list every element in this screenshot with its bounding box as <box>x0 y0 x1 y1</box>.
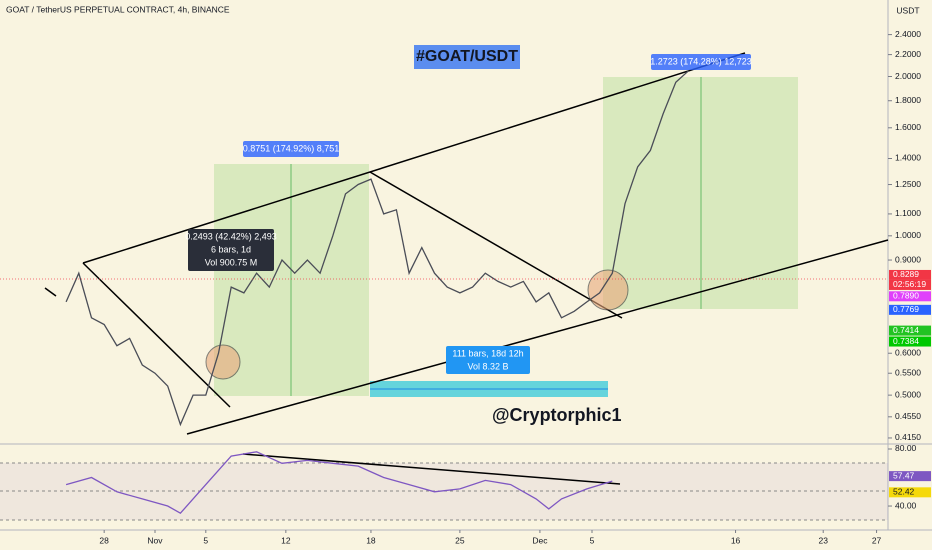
price-badge-label: 52.42 <box>893 487 915 497</box>
label-bg <box>243 141 339 157</box>
x-tick-label: Nov <box>147 535 163 545</box>
y-tick-label: 1.4000 <box>895 153 921 163</box>
y-tick-label: 0.6000 <box>895 347 921 357</box>
price-badge <box>889 336 931 347</box>
header-title: GOAT / TetherUS PERPETUAL CONTRACT, 4h, … <box>6 4 230 14</box>
price-badge <box>889 487 931 498</box>
x-tick-label: 28 <box>99 535 109 545</box>
price-badge <box>889 269 931 280</box>
x-tick-label: 23 <box>818 535 828 545</box>
y-tick-label: 1.0000 <box>895 230 921 240</box>
y-tick-label: 0.5000 <box>895 389 921 399</box>
price-badge <box>889 291 931 302</box>
rsi-trendline <box>242 453 621 485</box>
x-tick-label: 16 <box>731 535 741 545</box>
label-bg <box>446 346 530 374</box>
x-tick-label: 5 <box>203 535 208 545</box>
highlight-circle <box>587 269 629 311</box>
y-tick-label: 0.5500 <box>895 367 921 377</box>
price-badge <box>889 471 931 482</box>
x-tick-label: 18 <box>366 535 376 545</box>
trendline <box>186 239 889 435</box>
handle: @Cryptorphic1 <box>492 405 622 425</box>
trendline <box>369 171 623 319</box>
price-badge-label: 0.7890 <box>893 291 919 301</box>
range-label: 6 bars, 1d <box>211 244 251 254</box>
y-tick-label: 0.4550 <box>895 411 921 421</box>
price-badge-label: 0.7414 <box>893 325 919 335</box>
symbol-bg <box>414 45 520 69</box>
currency: USDT <box>896 5 919 15</box>
y-tick-label: 2.2000 <box>895 49 921 59</box>
label-bg <box>651 54 751 70</box>
trendline <box>82 262 231 408</box>
y-tick-label: 2.0000 <box>895 71 921 81</box>
price-badge-label: 57.47 <box>893 470 915 480</box>
x-tick-label: 5 <box>590 535 595 545</box>
range-box <box>603 77 798 309</box>
y-tick-label: 0.9000 <box>895 254 921 264</box>
price-badge-label: 0.7384 <box>893 336 919 346</box>
x-tick-label: 27 <box>872 535 882 545</box>
series-line <box>65 70 689 427</box>
y-tick-label: 80.00 <box>895 443 917 453</box>
range-label: 0.8751 (174.92%) 8,751 <box>243 143 340 153</box>
range-label: 0.2493 (42.42%) 2,493 <box>185 231 277 241</box>
x-tick-label: 12 <box>281 535 291 545</box>
symbol-label: #GOAT/USDT <box>416 48 518 65</box>
label-bg <box>188 229 274 271</box>
range-label: 1.2723 (174.28%) 12,723 <box>650 56 752 66</box>
countdown-bg <box>889 279 931 290</box>
countdown: 02:56:19 <box>893 279 926 289</box>
y-tick-label: 1.6000 <box>895 122 921 132</box>
price-badge <box>889 304 931 315</box>
y-tick-label: 2.4000 <box>895 29 921 39</box>
trendline <box>44 287 57 297</box>
y-tick-label: 40.00 <box>895 500 917 510</box>
range-label: Vol 8.32 B <box>467 361 508 371</box>
series-line <box>65 451 613 515</box>
y-tick-label: 1.2500 <box>895 179 921 189</box>
y-tick-label: 1.1000 <box>895 208 921 218</box>
trendline <box>82 52 746 264</box>
range-label: Vol 900.75 M <box>205 257 258 267</box>
price-badge-label: 0.7769 <box>893 304 919 314</box>
price-badge <box>889 325 931 336</box>
range-label: 111 bars, 18d 12h <box>452 348 523 358</box>
y-tick-label: 1.8000 <box>895 95 921 105</box>
highlight-circle <box>205 344 241 380</box>
x-tick-label: Dec <box>532 535 548 545</box>
x-tick-label: 25 <box>455 535 465 545</box>
price-badge-label: 0.8289 <box>893 269 919 279</box>
y-tick-label: 0.4150 <box>895 432 921 442</box>
